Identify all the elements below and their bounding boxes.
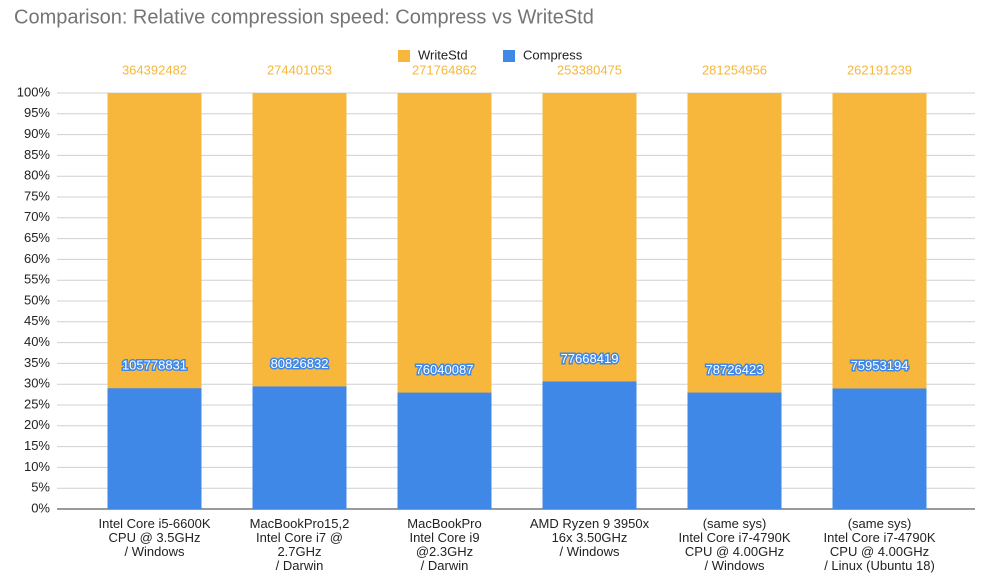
legend-swatch	[398, 50, 410, 62]
y-tick-label: 5%	[31, 480, 50, 495]
y-tick-label: 95%	[24, 105, 50, 120]
y-tick-label: 65%	[24, 230, 50, 245]
bar	[252, 386, 347, 509]
y-tick-label: 100%	[17, 84, 51, 99]
y-tick-label: 15%	[24, 438, 50, 453]
x-tick-label: Intel Core i5-6600K CPU @ 3.5GHz / Windo…	[98, 516, 211, 559]
x-tick-label: MacBookPro15,2 Intel Core i7 @ 2.7GHz / …	[249, 516, 350, 573]
y-tick-label: 55%	[24, 272, 50, 287]
y-tick-label: 20%	[24, 417, 50, 432]
y-tick-label: 45%	[24, 313, 50, 328]
value-label: 271764862	[412, 62, 477, 77]
chart-title: Comparison: Relative compression speed: …	[14, 6, 594, 28]
value-label: 253380475	[557, 62, 622, 77]
value-label: 80826832	[271, 356, 329, 371]
bar	[687, 392, 782, 509]
value-label: 77668419	[561, 351, 619, 366]
y-tick-label: 60%	[24, 251, 50, 266]
y-tick-label: 35%	[24, 355, 50, 370]
legend-swatch	[503, 50, 515, 62]
value-label: 274401053	[267, 62, 332, 77]
value-label: 364392482	[122, 62, 187, 77]
x-tick-label: (same sys) Intel Core i7-4790K CPU @ 4.0…	[823, 516, 936, 573]
value-label: 105778831	[122, 358, 187, 373]
value-label: 281254956	[702, 62, 767, 77]
value-label: 76040087	[416, 362, 474, 377]
legend-label: WriteStd	[418, 47, 468, 62]
y-tick-label: 80%	[24, 168, 50, 183]
x-tick-label: (same sys) Intel Core i7-4790K CPU @ 4.0…	[678, 516, 791, 573]
bar	[832, 388, 927, 509]
y-tick-label: 40%	[24, 334, 50, 349]
value-label: 75953194	[851, 358, 909, 373]
y-tick-label: 90%	[24, 126, 50, 141]
y-tick-label: 25%	[24, 396, 50, 411]
y-tick-label: 75%	[24, 188, 50, 203]
bar	[397, 392, 492, 509]
value-label: 78726423	[706, 362, 764, 377]
value-label: 262191239	[847, 62, 912, 77]
x-tick-label: AMD Ryzen 9 3950x 16x 3.50GHz / Windows	[529, 516, 650, 559]
y-tick-label: 70%	[24, 209, 50, 224]
bar	[107, 388, 202, 509]
y-tick-label: 85%	[24, 147, 50, 162]
y-tick-label: 10%	[24, 459, 50, 474]
x-tick-label: MacBookPro Intel Core i9 @2.3GHz / Darwi…	[407, 516, 482, 573]
y-tick-label: 0%	[31, 500, 50, 515]
legend-label: Compress	[523, 47, 583, 62]
bar	[542, 381, 637, 509]
y-tick-label: 30%	[24, 376, 50, 391]
y-tick-label: 50%	[24, 292, 50, 307]
